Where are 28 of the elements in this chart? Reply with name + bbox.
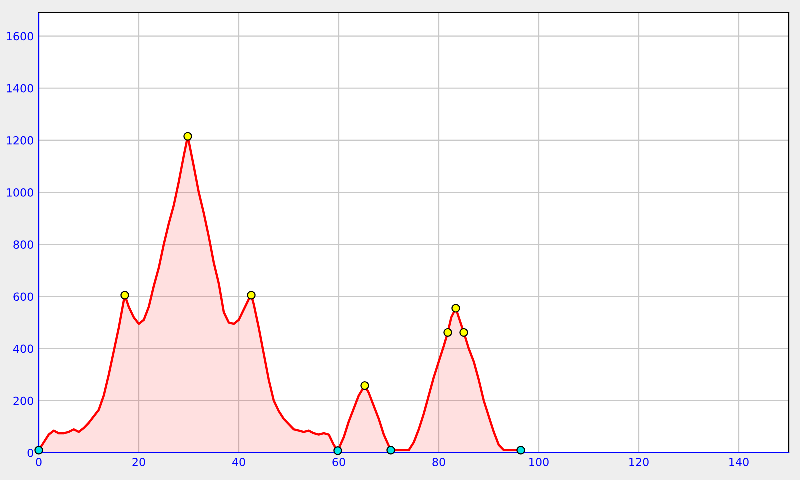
x-tick-label: 80 [432,458,446,466]
point [460,328,468,338]
x-tick-label: 0 [36,458,42,466]
point [184,132,192,141]
y-tick-label: 1600 [7,32,34,41]
y-tick-label: 0 [28,448,34,458]
point [334,446,342,456]
y-tick-label: 1200 [7,136,34,145]
y-tick-label: 400 [13,344,34,354]
y-tick-label: 1400 [7,84,34,93]
x-tick-label: 120 [630,458,649,466]
y-tick-label: 800 [14,240,34,250]
y-tick-label: 200 [14,396,34,406]
point [34,446,44,455]
point [120,291,130,300]
x-tick-label: 20 [132,458,146,466]
point [444,328,452,338]
point [247,291,256,300]
point [516,446,526,455]
x-tick-label: 60 [332,458,346,466]
x-tick-label: 140 [730,458,749,466]
y-tick-label: 600 [14,292,34,302]
x-tick-label: 40 [232,458,246,466]
point [452,304,460,313]
point [386,446,396,455]
point [360,381,370,390]
y-tick-label: 1000 [7,188,34,197]
x-tick-label: 100 [530,458,549,466]
